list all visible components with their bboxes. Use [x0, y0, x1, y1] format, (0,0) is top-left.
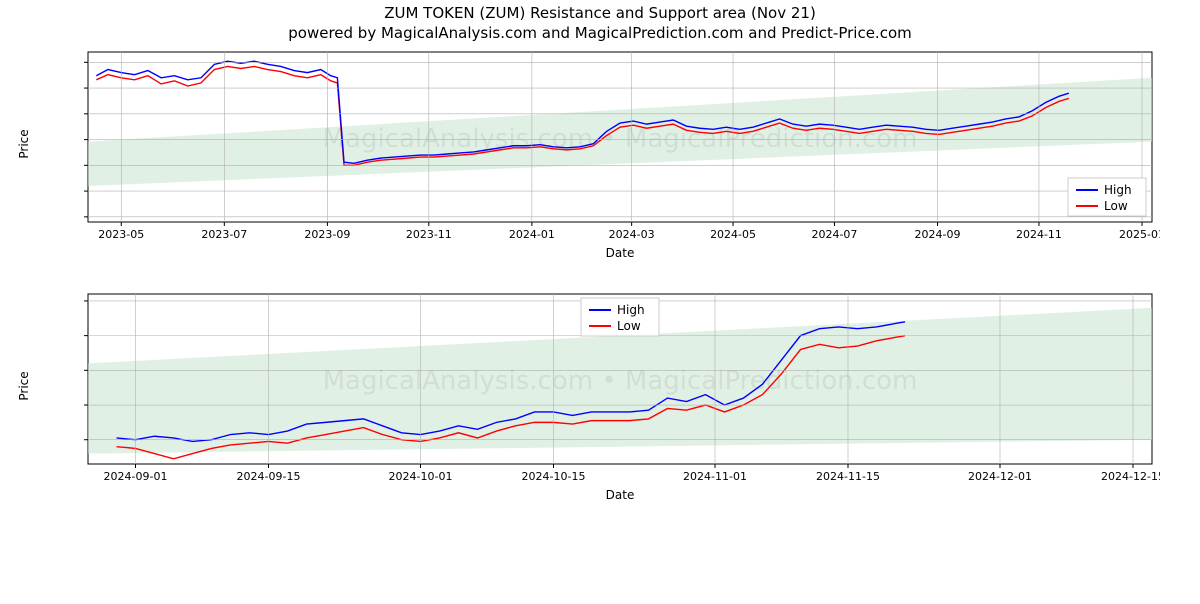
legend-low-label: Low [617, 319, 641, 333]
legend-high-label: High [1104, 183, 1132, 197]
chart-bottom-wrap: Price MagicalAnalysis.com • MagicalPredi… [80, 286, 1200, 486]
x-tick-label: 2024-10-15 [522, 470, 586, 483]
x-tick-label: 2024-11-15 [816, 470, 880, 483]
chart-subtitle: powered by MagicalAnalysis.com and Magic… [0, 24, 1200, 42]
x-tick-label: 2024-09-15 [237, 470, 301, 483]
x-tick-label: 2024-09-01 [104, 470, 168, 483]
x-tick-label: 2024-10-01 [389, 470, 453, 483]
chart2-svg: MagicalAnalysis.com • MagicalPrediction.… [80, 286, 1160, 486]
legend-high-label: High [617, 303, 645, 317]
x-tick-label: 2023-05 [98, 228, 144, 241]
chart-top-wrap: Price MagicalAnalysis.com • MagicalPredi… [80, 44, 1200, 244]
x-tick-label: 2024-07 [811, 228, 857, 241]
x-tick-label: 2023-09 [304, 228, 350, 241]
legend: High Low [581, 298, 659, 336]
chart1-svg: MagicalAnalysis.com • MagicalPrediction.… [80, 44, 1160, 244]
legend: High Low [1068, 178, 1146, 216]
x-tick-label: 2024-12-01 [968, 470, 1032, 483]
x-tick-label: 2024-09 [915, 228, 961, 241]
x-tick-label: 2024-11 [1016, 228, 1062, 241]
chart2-xlabel: Date [80, 488, 1160, 502]
chart1-ylabel: Price [17, 129, 31, 158]
x-tick-label: 2024-11-01 [683, 470, 747, 483]
chart2-ylabel: Price [17, 371, 31, 400]
x-tick-label: 2024-05 [710, 228, 756, 241]
legend-low-label: Low [1104, 199, 1128, 213]
x-tick-label: 2025-01 [1119, 228, 1160, 241]
chart-title: ZUM TOKEN (ZUM) Resistance and Support a… [0, 4, 1200, 22]
x-tick-label: 2024-12-15 [1101, 470, 1160, 483]
x-tick-label: 2024-03 [609, 228, 655, 241]
x-tick-label: 2023-07 [201, 228, 247, 241]
x-tick-label: 2024-01 [509, 228, 555, 241]
chart1-xlabel: Date [80, 246, 1160, 260]
x-tick-label: 2023-11 [406, 228, 452, 241]
